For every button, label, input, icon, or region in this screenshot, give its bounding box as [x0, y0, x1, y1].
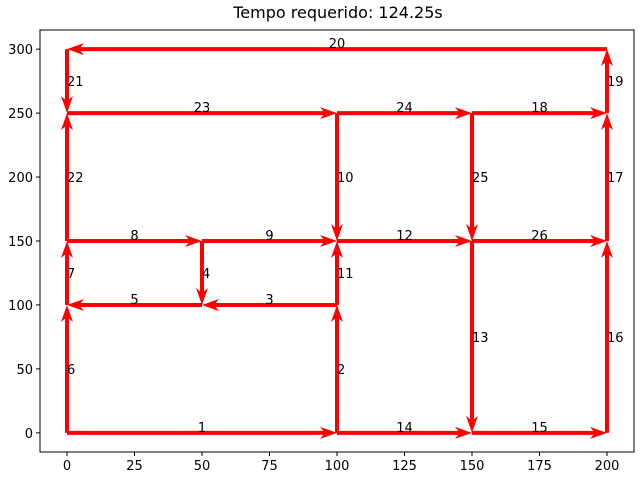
edge-label: 18: [531, 101, 548, 116]
edge-label: 15: [531, 421, 548, 436]
edge-23: [67, 107, 337, 120]
arrowhead: [320, 235, 337, 247]
edge-label: 20: [329, 37, 346, 52]
edge-4: [196, 241, 208, 305]
x-tick-label: 100: [325, 459, 350, 474]
arrowhead: [455, 107, 472, 120]
edge-18: [472, 107, 607, 120]
edge-22: [61, 113, 73, 241]
edge-14: [337, 426, 472, 439]
edge-9: [202, 235, 337, 247]
edge-3: [202, 298, 337, 311]
edge-label: 16: [607, 331, 624, 346]
arrowhead: [590, 235, 607, 247]
y-tick-label: 100: [8, 299, 33, 314]
arrowhead: [196, 287, 208, 305]
x-tick-label: 75: [261, 459, 278, 474]
arrowhead: [61, 241, 73, 258]
x-tick-label: 25: [126, 459, 143, 474]
y-tick-label: 200: [8, 171, 33, 186]
edge-label: 4: [202, 267, 210, 282]
x-tick-label: 200: [595, 459, 620, 474]
edge-label: 2: [337, 363, 345, 378]
arrowhead: [455, 426, 472, 439]
arrowhead: [601, 49, 613, 67]
edge-label: 19: [607, 75, 624, 90]
edge-5: [67, 298, 202, 311]
arrowhead: [601, 113, 613, 131]
edge-7: [61, 241, 73, 305]
arrowhead: [67, 298, 84, 311]
arrowhead: [61, 96, 73, 114]
x-tick-label: 0: [63, 459, 71, 474]
edge-8: [67, 235, 202, 247]
edge-label: 14: [396, 421, 413, 436]
edge-label: 25: [472, 171, 489, 186]
edge-label: 17: [607, 171, 624, 186]
edge-label: 21: [67, 75, 84, 90]
edges-layer: [61, 43, 613, 439]
edge-label: 24: [396, 101, 413, 116]
edge-19: [601, 49, 613, 114]
arrowhead: [202, 298, 219, 311]
arrowhead: [466, 224, 478, 241]
arrowhead: [320, 107, 337, 120]
arrowhead: [466, 415, 478, 433]
edge-label: 7: [67, 267, 75, 282]
edge-label: 10: [337, 171, 354, 186]
edge-label: 1: [198, 421, 206, 436]
edge-15: [472, 426, 607, 439]
y-tick-label: 0: [25, 427, 33, 442]
arrowhead: [590, 426, 607, 439]
chart-title: Tempo requerido: 124.25s: [232, 3, 443, 22]
edge-label: 6: [67, 363, 75, 378]
edge-16: [601, 241, 613, 433]
arrowhead: [590, 107, 607, 120]
arrowhead: [455, 235, 472, 247]
edge-6: [61, 304, 73, 433]
y-tick-label: 150: [8, 235, 33, 250]
arrowhead: [331, 241, 343, 258]
edge-25: [466, 113, 478, 241]
arrowhead: [67, 43, 84, 56]
arrowhead: [61, 304, 73, 322]
arrowhead: [331, 304, 343, 322]
arrowhead: [320, 426, 337, 439]
arrowhead: [601, 241, 613, 258]
edge-1: [67, 426, 337, 439]
y-tick-label: 250: [8, 107, 33, 122]
edge-17: [601, 113, 613, 241]
edge-label: 22: [67, 171, 84, 186]
x-tick-label: 50: [194, 459, 211, 474]
edge-label: 26: [531, 229, 548, 244]
edge-12: [337, 235, 472, 247]
edge-label: 5: [130, 293, 138, 308]
edge-label: 3: [265, 293, 273, 308]
edge-label: 12: [396, 229, 413, 244]
edge-20: [67, 43, 607, 56]
x-tick-label: 175: [527, 459, 552, 474]
y-tick-label: 300: [8, 43, 33, 58]
edge-26: [472, 235, 607, 247]
edge-label: 8: [130, 229, 138, 244]
edge-13: [466, 241, 478, 433]
y-tick-label: 50: [16, 363, 33, 378]
edge-label: 13: [472, 331, 489, 346]
edge-21: [61, 49, 73, 114]
arrowhead: [61, 113, 73, 131]
edge-10: [331, 113, 343, 241]
edge-label: 9: [265, 229, 273, 244]
edge-11: [331, 241, 343, 305]
arrowhead: [331, 224, 343, 241]
edge-label: 11: [337, 267, 354, 282]
arrowhead: [185, 235, 202, 247]
edge-label: 23: [194, 101, 211, 116]
edge-2: [331, 304, 343, 433]
edge-24: [337, 107, 472, 120]
x-tick-label: 125: [392, 459, 417, 474]
x-tick-label: 150: [460, 459, 485, 474]
